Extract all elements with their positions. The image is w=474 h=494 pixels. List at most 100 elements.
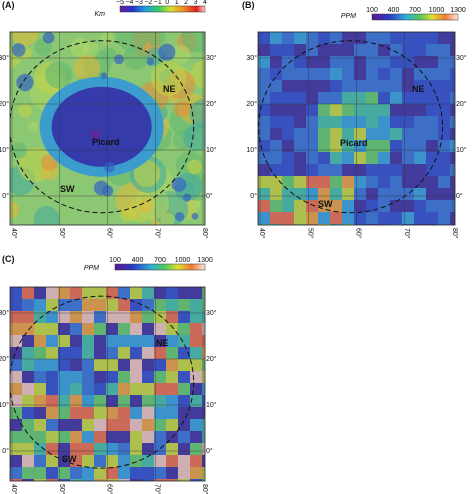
pixel <box>450 176 455 188</box>
pixel <box>178 407 190 419</box>
pixel <box>318 140 330 152</box>
pixel <box>82 443 94 455</box>
pixel <box>70 407 82 419</box>
pixel <box>142 323 154 335</box>
pixel <box>390 152 402 164</box>
pixel <box>270 164 282 176</box>
pixel <box>438 176 450 188</box>
pixel <box>166 419 178 431</box>
pixel <box>166 479 178 481</box>
pixel <box>166 395 178 407</box>
pixel <box>390 68 402 80</box>
pixel <box>414 56 426 68</box>
pixel <box>10 299 22 311</box>
terrain <box>171 45 191 64</box>
crater <box>42 32 55 44</box>
pixel <box>378 80 390 92</box>
pixel <box>130 455 142 467</box>
pixel <box>258 116 270 128</box>
pixel <box>106 431 118 443</box>
pixel <box>154 407 166 419</box>
pixel <box>22 323 34 335</box>
pixel <box>282 164 294 176</box>
pixel <box>70 431 82 443</box>
colorbar-tick-label: 700 <box>154 257 166 264</box>
colorbar-tick-label: 1 <box>175 0 179 6</box>
pixel <box>270 116 282 128</box>
pixel <box>450 212 455 224</box>
pixel <box>414 152 426 164</box>
pixel <box>390 92 402 104</box>
pixel <box>426 188 438 200</box>
pixel <box>378 212 390 224</box>
pixel <box>282 212 294 224</box>
pixel <box>154 431 166 443</box>
pixel <box>22 455 34 467</box>
pixel <box>178 323 190 335</box>
pixel <box>22 383 34 395</box>
lon-label: 50° <box>58 484 66 494</box>
pixel <box>282 200 294 212</box>
pixel <box>58 299 70 311</box>
pixel <box>10 347 22 359</box>
pixel <box>154 455 166 467</box>
pixel <box>330 32 342 44</box>
pixel <box>130 419 142 431</box>
pixel <box>178 431 190 443</box>
pixel <box>106 335 118 347</box>
pixel <box>46 443 58 455</box>
colorbar-tick-label: 4 <box>203 0 207 6</box>
pixel <box>34 431 46 443</box>
lon-label: 80° <box>451 228 459 239</box>
pixel <box>142 395 154 407</box>
pixel <box>438 200 450 212</box>
lon-label: 40° <box>10 228 18 239</box>
region-label: SW <box>62 454 77 464</box>
pixel <box>330 176 342 188</box>
pixel <box>354 92 366 104</box>
pixel <box>282 116 294 128</box>
pixel <box>270 104 282 116</box>
lat-label: 30° <box>206 54 217 62</box>
pixel <box>354 200 366 212</box>
pixel <box>426 224 438 225</box>
pixel <box>130 371 142 383</box>
pixel <box>390 212 402 224</box>
pixel <box>378 200 390 212</box>
pixel <box>366 68 378 80</box>
pixel <box>70 335 82 347</box>
pixel <box>318 200 330 212</box>
pixel <box>82 335 94 347</box>
colorbar <box>371 13 459 21</box>
pixel <box>118 407 130 419</box>
pixel <box>414 128 426 140</box>
pixel <box>34 407 46 419</box>
pixel <box>178 455 190 467</box>
pixel <box>106 347 118 359</box>
pixel <box>438 56 450 68</box>
pixel <box>378 188 390 200</box>
pixel <box>378 104 390 116</box>
pixel <box>46 287 58 299</box>
pixel <box>414 104 426 116</box>
pixel <box>46 371 58 383</box>
pixel <box>366 164 378 176</box>
pixel <box>202 455 205 467</box>
pixel <box>202 347 205 359</box>
pixel <box>58 479 70 481</box>
pixel <box>118 311 130 323</box>
pixel <box>366 56 378 68</box>
lat-label: 20° <box>246 100 257 108</box>
pixel <box>142 455 154 467</box>
pixel <box>342 212 354 224</box>
pixel <box>118 419 130 431</box>
colorbar-tick-label: −5 <box>116 0 124 6</box>
pixel <box>450 80 455 92</box>
pixel <box>378 128 390 140</box>
pixel <box>58 287 70 299</box>
pixel <box>306 104 318 116</box>
region-label: Picard <box>92 137 120 147</box>
pixel <box>450 44 455 56</box>
pixel <box>366 188 378 200</box>
pixel <box>306 200 318 212</box>
